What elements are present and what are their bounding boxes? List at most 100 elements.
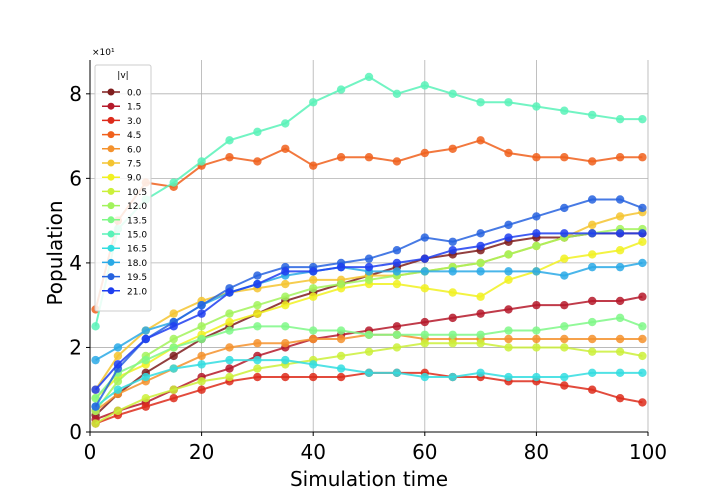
data-point bbox=[225, 343, 234, 352]
data-point bbox=[615, 347, 625, 356]
data-point bbox=[281, 119, 290, 128]
legend-label: 18.0 bbox=[127, 259, 147, 269]
data-point bbox=[392, 279, 402, 289]
data-point bbox=[336, 351, 346, 361]
series-9.0 bbox=[91, 237, 647, 403]
data-point bbox=[197, 309, 206, 318]
x-tick-label: 20 bbox=[189, 440, 214, 464]
legend-swatch-marker bbox=[107, 258, 115, 266]
data-point bbox=[169, 385, 178, 394]
data-point bbox=[336, 326, 346, 335]
legend-entry: 3.0 bbox=[102, 116, 142, 127]
data-point bbox=[253, 364, 262, 373]
data-point bbox=[336, 364, 346, 373]
data-point bbox=[197, 300, 206, 310]
legend-entry: 1.5 bbox=[102, 102, 141, 113]
data-point bbox=[638, 258, 647, 268]
data-point bbox=[113, 343, 123, 352]
data-point bbox=[141, 372, 150, 382]
data-point bbox=[504, 326, 513, 335]
legend-entry: 9.0 bbox=[102, 173, 142, 184]
data-point bbox=[225, 326, 234, 335]
x-tick-label: 0 bbox=[84, 440, 97, 464]
data-point bbox=[420, 372, 429, 382]
data-point bbox=[392, 343, 402, 352]
data-point bbox=[392, 267, 402, 276]
data-point bbox=[364, 254, 374, 263]
data-point bbox=[448, 144, 457, 153]
data-point bbox=[392, 157, 402, 166]
data-point bbox=[448, 267, 457, 276]
series-15.0 bbox=[91, 72, 647, 331]
legend-entry: 21.0 bbox=[102, 287, 147, 297]
data-point bbox=[420, 81, 429, 90]
legend-swatch-marker bbox=[107, 273, 115, 281]
legend-entry: 16.5 bbox=[102, 244, 147, 255]
data-point bbox=[504, 233, 513, 242]
data-point bbox=[392, 368, 402, 378]
y-axis-title: Population bbox=[43, 200, 67, 305]
data-point bbox=[169, 351, 178, 361]
data-point bbox=[197, 351, 206, 361]
legend-label: 4.5 bbox=[127, 131, 141, 141]
data-point bbox=[169, 393, 178, 403]
data-point bbox=[309, 275, 318, 285]
data-point bbox=[281, 292, 290, 301]
data-point bbox=[253, 271, 262, 280]
ticks: 0 20 40 60 80 100 0 2 4 6 8 bbox=[69, 82, 667, 464]
data-point bbox=[615, 393, 625, 403]
legend-label: 7.5 bbox=[127, 160, 141, 170]
legend-entry: 7.5 bbox=[102, 159, 141, 170]
data-point bbox=[638, 351, 647, 361]
data-point bbox=[532, 212, 541, 221]
data-point bbox=[638, 292, 647, 301]
data-point bbox=[113, 406, 123, 416]
legend-swatch-marker bbox=[107, 131, 115, 139]
data-point bbox=[476, 229, 485, 238]
data-point bbox=[420, 330, 429, 339]
legend-label: 1.5 bbox=[127, 103, 141, 113]
x-tick-label: 60 bbox=[412, 440, 437, 464]
data-point bbox=[309, 161, 318, 170]
data-point bbox=[448, 237, 457, 246]
data-point bbox=[476, 339, 485, 348]
data-point bbox=[309, 267, 318, 276]
data-point bbox=[225, 153, 234, 162]
data-point bbox=[476, 98, 485, 107]
data-point bbox=[615, 229, 625, 238]
data-point bbox=[448, 339, 457, 348]
data-point bbox=[504, 148, 513, 158]
legend-entry: 13.5 bbox=[102, 216, 147, 226]
data-point bbox=[560, 229, 569, 238]
data-point bbox=[532, 229, 541, 238]
data-point bbox=[364, 330, 374, 339]
data-point bbox=[476, 136, 485, 145]
data-point bbox=[281, 339, 290, 348]
data-point bbox=[476, 267, 485, 276]
data-point bbox=[141, 326, 150, 335]
data-point bbox=[225, 355, 234, 365]
data-point bbox=[532, 372, 541, 382]
data-point bbox=[113, 377, 123, 386]
data-point bbox=[532, 343, 541, 352]
data-point bbox=[476, 258, 485, 268]
x-tick-label: 40 bbox=[300, 440, 325, 464]
legend-entry: 19.5 bbox=[102, 273, 147, 283]
data-point bbox=[448, 288, 457, 297]
data-point bbox=[588, 229, 597, 238]
data-point bbox=[638, 334, 647, 344]
data-point bbox=[309, 334, 318, 344]
data-point bbox=[638, 114, 647, 124]
series-10.5 bbox=[91, 339, 647, 428]
legend-label: 16.5 bbox=[127, 245, 147, 255]
data-point bbox=[588, 220, 597, 230]
legend: |v| 0.0 1.5 3.0 4.5 6.0 7.5 9.0 10.5 12.0 13.5 15.… bbox=[94, 64, 152, 312]
data-point bbox=[309, 98, 318, 107]
data-point bbox=[169, 309, 178, 318]
data-point bbox=[309, 360, 318, 369]
data-point bbox=[253, 279, 262, 289]
data-point bbox=[364, 275, 374, 285]
data-point bbox=[392, 246, 402, 255]
data-point bbox=[309, 326, 318, 335]
legend-label: 10.5 bbox=[127, 188, 147, 198]
